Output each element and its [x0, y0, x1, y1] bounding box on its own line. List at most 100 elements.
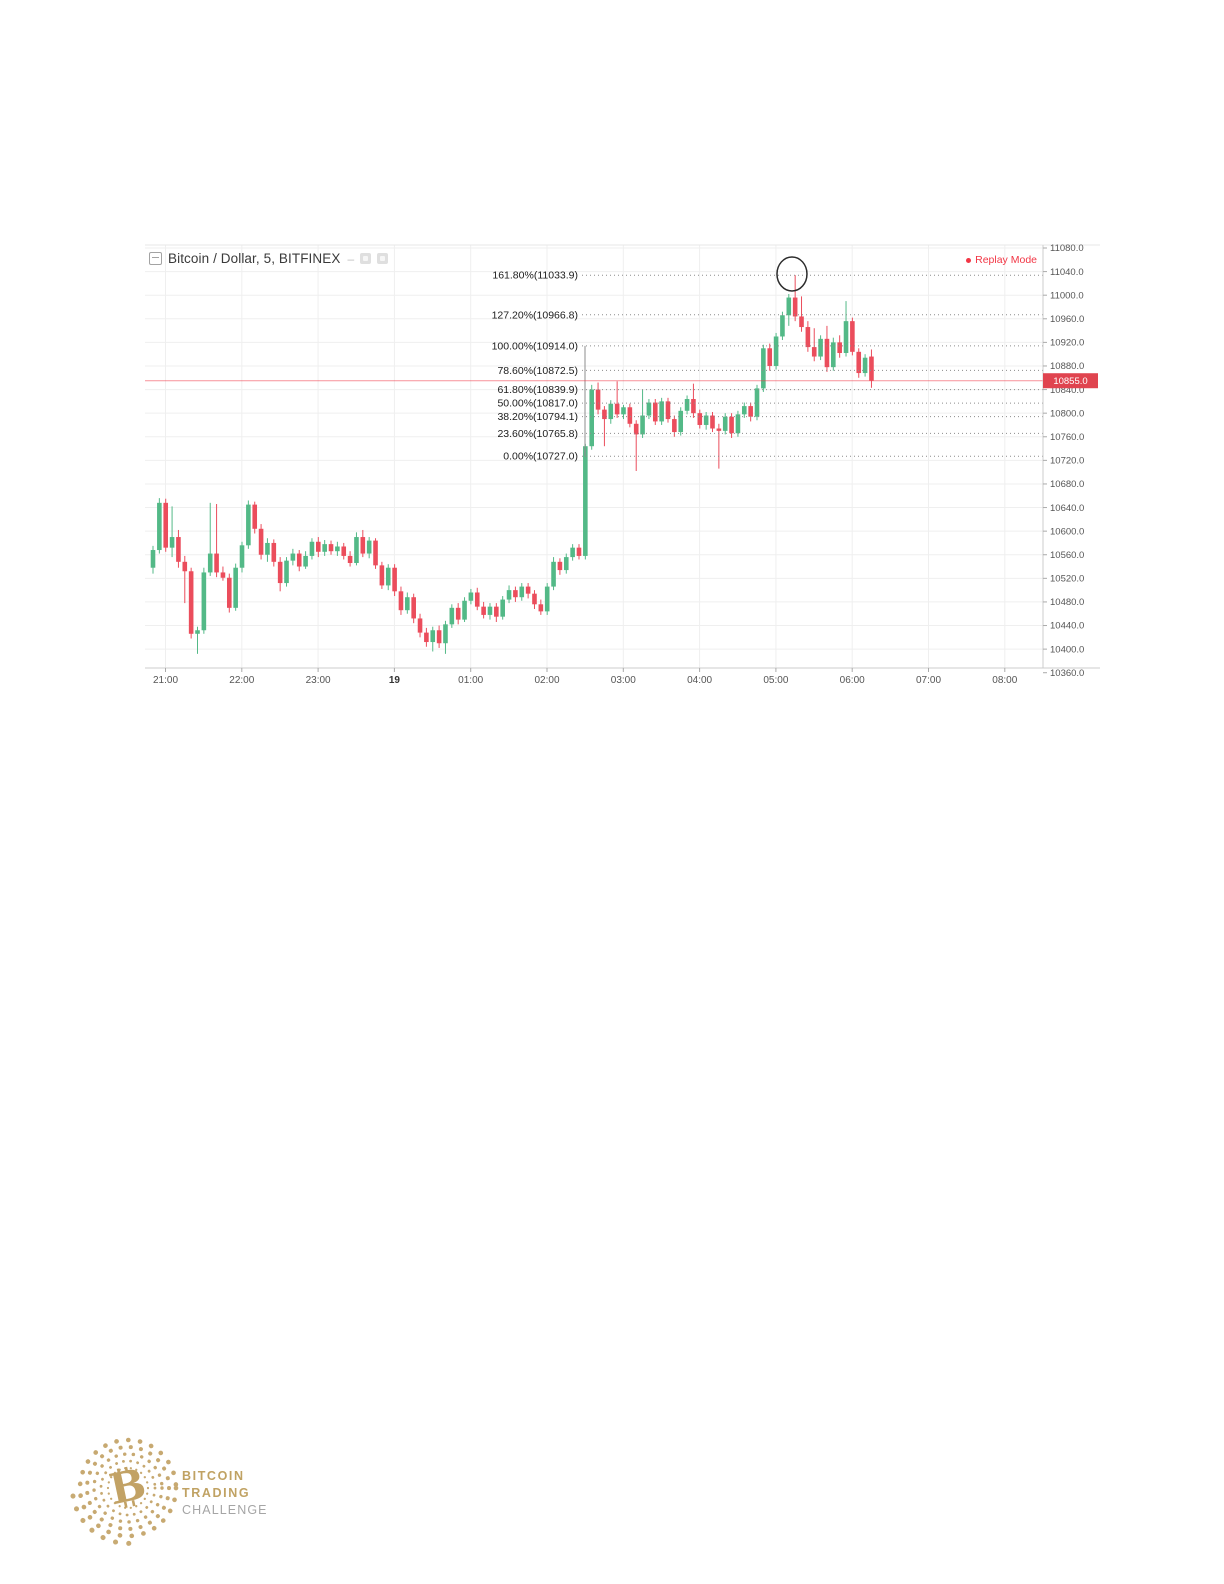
candle-body [506, 590, 512, 600]
candle-body [354, 537, 359, 563]
candle-body [322, 544, 327, 552]
logo-outer-arc [70, 1493, 141, 1546]
candle-body [207, 553, 213, 573]
price-axis[interactable]: 11080.0 11040.0 11000.0 10960.0 10920.0 10880… [1043, 243, 1098, 679]
price-tick-label: 10840.0 [1050, 385, 1084, 396]
price-tick-label: 10520.0 [1050, 574, 1084, 585]
last-price-badge [1043, 373, 1098, 389]
time-axis[interactable]: 21:00 22:00 23:00 19 01:00 02:00 03:00 04:00 05:… [153, 668, 1018, 686]
candle-body [799, 316, 804, 328]
candle-body [296, 553, 302, 567]
collapse-icon[interactable] [149, 252, 162, 265]
bitcoin-b-bar [124, 1466, 129, 1474]
candle-body [424, 632, 429, 643]
fib-retracement[interactable]: 161.80%(11033.9) 127.20%(10966.8) 100.00%(… [492, 270, 1043, 463]
candle-body [741, 406, 747, 415]
candle-body [614, 403, 620, 415]
candle-body [646, 402, 652, 416]
candle-body [621, 407, 626, 415]
candle-body [722, 416, 728, 431]
title-toggle-icon-1[interactable] [360, 253, 372, 264]
brand-text: BITCOIN TRADING CHALLENGE [182, 1468, 268, 1519]
candle-body [449, 607, 455, 625]
candle-body [214, 553, 219, 573]
candle-body [258, 528, 264, 555]
candle-body [284, 560, 289, 584]
candle-body [544, 586, 550, 612]
time-tick-label: 07:00 [916, 675, 941, 686]
bitcoin-b-icon: B [105, 1459, 150, 1514]
price-tick-label: 11000.0 [1050, 290, 1084, 301]
time-tick-label: 04:00 [687, 675, 712, 686]
fib-level-label: 0.00%(10727.0) [503, 451, 578, 463]
candle-body [659, 401, 664, 422]
title-toggle-icon-2[interactable] [377, 253, 389, 264]
logo-dot-ring [106, 1466, 150, 1510]
candle-body [589, 389, 595, 447]
title-separator: – [347, 251, 355, 266]
time-tick-label: 06:00 [840, 675, 865, 686]
candle-body [856, 351, 862, 374]
candle-body [640, 415, 645, 435]
candle-body [290, 553, 296, 561]
chart-title[interactable]: Bitcoin / Dollar, 5, BITFINEX [168, 251, 341, 266]
candle-body [633, 423, 639, 435]
fib-level-label: 100.00%(10914.0) [492, 340, 578, 352]
candle-body [780, 315, 785, 337]
candle-body [665, 401, 671, 420]
candle-body [710, 415, 715, 429]
price-tick-label: 10760.0 [1050, 432, 1084, 443]
fib-level-label: 61.80%(10839.9) [497, 384, 578, 396]
time-tick-label: 01:00 [458, 675, 483, 686]
brand-line-challenge: CHALLENGE [182, 1503, 268, 1517]
candle-body [481, 606, 486, 615]
candle-body [436, 630, 442, 644]
candle-body [360, 537, 366, 554]
candle-body [862, 357, 868, 374]
price-tick-label: 10880.0 [1050, 361, 1084, 372]
candle-body [398, 591, 404, 611]
candle-body [366, 540, 372, 554]
time-tick-label: 03:00 [611, 675, 636, 686]
candle-body [226, 577, 232, 608]
candle-body [761, 348, 766, 389]
candle-body [576, 547, 582, 556]
price-tick-label: 10360.0 [1050, 668, 1084, 679]
candle-body [157, 502, 162, 551]
logo-dot-ring [99, 1459, 157, 1517]
candle-body [525, 586, 531, 594]
candle-body [303, 555, 308, 567]
replay-mode-badge[interactable]: Replay Mode [966, 254, 1037, 266]
bitcoin-emblem: B [70, 1437, 179, 1546]
candle-body [754, 388, 760, 417]
candle-body [239, 545, 245, 568]
candle-body [767, 348, 773, 366]
candle-body [652, 402, 658, 422]
price-tick-label: 11040.0 [1050, 267, 1084, 278]
candle-body [691, 399, 696, 414]
candlestick-chart[interactable]: 161.80%(11033.9) 127.20%(10966.8) 100.00%(… [145, 240, 1120, 705]
candle-body [869, 356, 874, 381]
bitcoin-logo-icon: B [70, 1437, 179, 1546]
time-tick-label: 08:00 [992, 675, 1017, 686]
fib-level-label: 50.00%(10817.0) [497, 398, 578, 410]
time-tick-label: 05:00 [763, 675, 788, 686]
candle-body [246, 504, 251, 546]
circle-annotation[interactable] [776, 256, 808, 292]
price-tick-label: 10800.0 [1050, 408, 1084, 419]
candle-body [818, 338, 823, 357]
price-tick-label: 10680.0 [1050, 479, 1084, 490]
candle-body [563, 557, 569, 571]
time-tick-label: 22:00 [229, 675, 254, 686]
candle-body [195, 630, 200, 634]
candle-body [182, 561, 188, 572]
candle-body [850, 321, 855, 352]
last-price-label: 10855.0 [1053, 376, 1087, 387]
candle-body [837, 342, 842, 353]
candle-body [487, 606, 493, 615]
replay-mode-label: Replay Mode [975, 254, 1037, 266]
candle-body [411, 597, 416, 619]
candle-body [271, 542, 277, 562]
time-tick-label: 23:00 [306, 675, 331, 686]
time-tick-label: 19 [389, 675, 401, 686]
